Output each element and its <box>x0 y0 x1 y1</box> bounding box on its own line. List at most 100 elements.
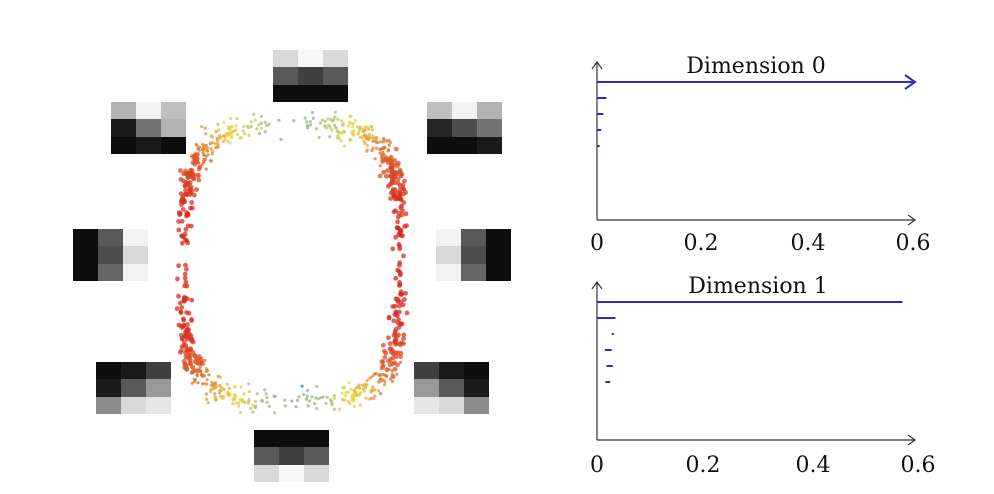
ring-point <box>393 146 399 152</box>
ring-point <box>212 387 216 391</box>
ring-point <box>388 162 394 167</box>
tick-label: 0.4 <box>791 231 826 255</box>
patch-pixel <box>461 229 486 247</box>
ring-point <box>395 176 401 182</box>
ring-point <box>179 240 185 246</box>
ring-point <box>392 360 397 366</box>
ring-point <box>297 395 301 399</box>
ring-point <box>267 404 271 408</box>
ring-point <box>185 223 191 229</box>
ring-point <box>233 129 237 133</box>
ring-point <box>197 145 202 149</box>
ring-point <box>349 114 353 118</box>
ring-point <box>308 120 312 124</box>
ring-point <box>360 135 364 139</box>
ring-point <box>189 297 195 303</box>
patch-left <box>73 229 148 281</box>
ring-point <box>358 125 362 129</box>
ring-point <box>397 280 402 285</box>
ring-point <box>398 350 404 356</box>
ring-point <box>216 142 220 146</box>
ring-point <box>401 253 406 259</box>
ring-point <box>283 404 287 408</box>
ring-point <box>348 401 352 406</box>
ring-point <box>239 385 243 389</box>
ring-point <box>333 110 337 114</box>
ring-point <box>206 368 210 373</box>
ring-point <box>283 398 287 402</box>
ring-point <box>354 386 358 390</box>
ring-point <box>358 386 362 390</box>
ring-point <box>195 172 201 178</box>
ring-point <box>204 392 208 396</box>
patch-pixel <box>464 362 489 380</box>
ring-point <box>375 140 379 144</box>
patch-pixel <box>279 447 304 465</box>
ring-point <box>393 350 399 356</box>
patch-pixel <box>146 396 171 414</box>
patch-pixel <box>452 136 477 154</box>
ring-point <box>183 262 188 268</box>
ring-point <box>363 383 367 387</box>
ring-point <box>202 158 206 162</box>
ring-point <box>396 317 401 323</box>
ring-point <box>179 336 185 342</box>
ring-point <box>348 121 352 125</box>
patch-pixel <box>439 362 464 380</box>
ring-point <box>363 134 367 138</box>
ring-point <box>399 203 404 209</box>
ring-point <box>253 118 257 122</box>
ring-point <box>353 389 357 393</box>
ring-point <box>205 378 209 382</box>
ring-point <box>395 219 400 225</box>
ring-point <box>328 135 332 139</box>
ring-point <box>265 400 269 404</box>
ring-point <box>247 382 251 386</box>
ring-point <box>197 148 201 152</box>
ring-point <box>384 374 389 379</box>
ring-point <box>392 158 398 164</box>
ring-point <box>233 385 237 389</box>
ring-point <box>395 372 399 376</box>
ring-point <box>311 116 315 120</box>
ring-point <box>204 167 208 171</box>
ring-point <box>404 223 409 229</box>
ring-point <box>305 124 310 128</box>
ring-point <box>378 151 382 155</box>
ring-point <box>336 134 340 138</box>
ring-point <box>390 379 395 384</box>
ring-point <box>178 323 184 329</box>
ring-point <box>179 199 185 205</box>
ring-point <box>347 381 351 385</box>
ring-point <box>214 396 218 400</box>
patch-pixel <box>436 229 461 247</box>
ring-point <box>183 227 189 232</box>
ring-point <box>396 303 402 309</box>
ring-point <box>225 382 229 386</box>
ring-point <box>247 133 251 137</box>
ring-point <box>176 227 182 233</box>
ring-point <box>184 283 190 289</box>
ring-point <box>189 336 195 342</box>
ring-point <box>318 121 322 125</box>
ring-point <box>207 373 211 377</box>
ring-point <box>393 326 399 332</box>
ring-point <box>290 399 294 403</box>
tick-label: 0.4 <box>796 453 831 475</box>
patch-pixel <box>121 362 146 380</box>
ring-point <box>217 389 221 393</box>
ring-point <box>183 343 189 349</box>
patch-pixel <box>273 50 298 68</box>
ring-point <box>357 383 361 387</box>
ring-point <box>190 349 196 355</box>
ring-point <box>346 390 350 394</box>
ring-point <box>371 385 375 389</box>
ring-point <box>209 383 213 387</box>
barcode-dimension-0: Dimension 0 0 0.2 0.4 0.6 <box>590 54 931 255</box>
ring-point <box>251 410 255 414</box>
ring-point <box>367 397 371 401</box>
ring-point <box>328 398 332 402</box>
ring-point <box>388 190 394 196</box>
ring-point <box>243 132 247 136</box>
ring-point <box>193 361 197 365</box>
